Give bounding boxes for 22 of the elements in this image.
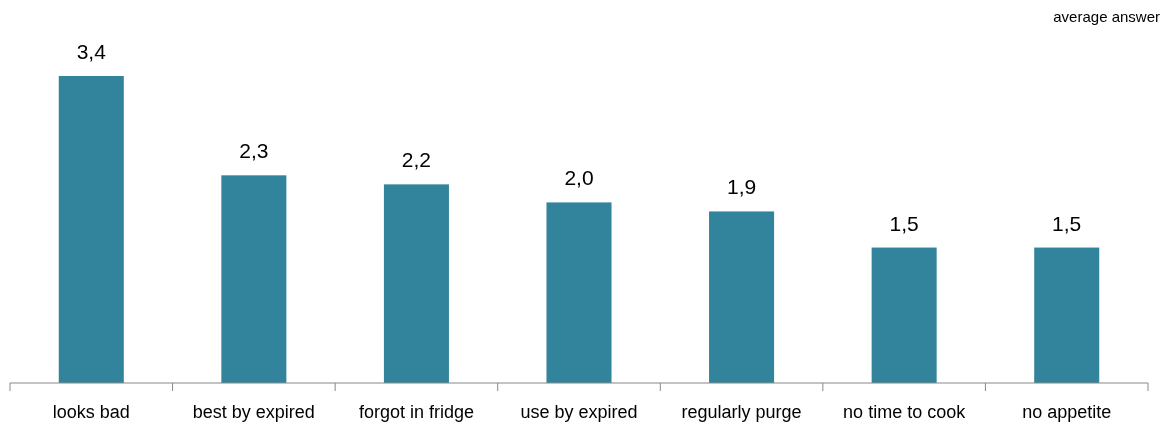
data-label: 1,5 [1052, 211, 1082, 235]
data-label: 2,0 [564, 166, 594, 190]
x-tick-label: looks bad [52, 402, 130, 422]
bar [221, 175, 287, 383]
data-label: 2,3 [239, 139, 269, 163]
data-label: 1,5 [889, 211, 919, 235]
y-axis-title: average answer [1053, 8, 1160, 25]
x-tick-label: forgot in fridge [358, 402, 474, 422]
bar [1034, 247, 1100, 383]
x-tick-label: no time to cook [843, 402, 967, 422]
data-label: 3,4 [76, 40, 107, 63]
x-tick-label: no appetite [1022, 402, 1112, 422]
bar [383, 184, 449, 383]
data-label: 2,2 [401, 148, 432, 172]
bar [546, 202, 612, 383]
bar [58, 76, 124, 383]
x-tick-label: regularly purge [681, 402, 802, 422]
bar [871, 247, 937, 383]
x-tick-label: use by expired [520, 402, 638, 422]
data-label: 1,9 [726, 175, 757, 199]
x-tick-label: best by expired [192, 402, 315, 422]
bar [709, 211, 775, 383]
